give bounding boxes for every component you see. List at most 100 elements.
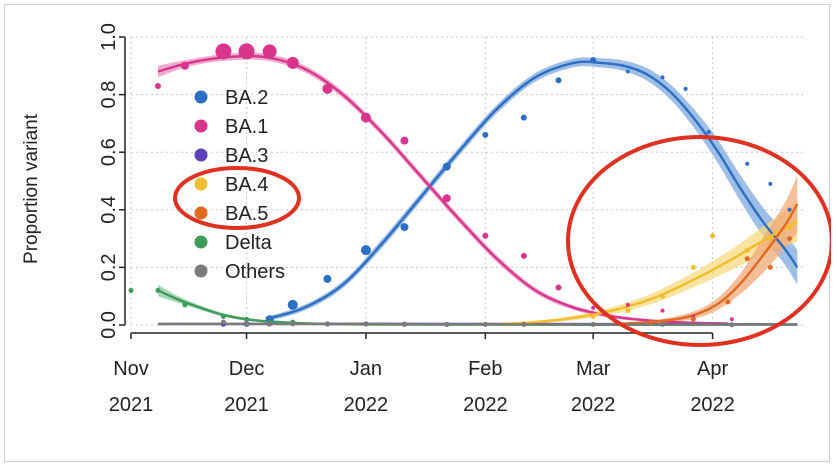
point-ba4: [690, 264, 696, 270]
point-ba1: [729, 317, 734, 322]
point-ba2: [400, 223, 409, 232]
legend-swatch-ba5: [194, 206, 208, 220]
point-ba2: [287, 299, 298, 310]
point-ba2: [706, 130, 711, 135]
curve-ba5: [612, 203, 799, 325]
legend-swatch-ba3: [194, 148, 208, 162]
point-ba4: [590, 313, 596, 319]
legend: BA.2 BA.1 BA.3 BA.4 BA.5 Delta Others: [194, 87, 285, 283]
point-ba5: [648, 319, 654, 325]
point-ba4: [659, 293, 665, 299]
point-others: [659, 321, 665, 327]
annotation-ellipse-growth: [566, 135, 831, 347]
y-tick-label: 0.4: [98, 196, 120, 224]
point-others: [363, 321, 369, 327]
x-tick-year: 2022: [690, 394, 735, 416]
data-points: [128, 43, 793, 328]
point-ba2: [768, 181, 773, 186]
point-ba1: [322, 83, 333, 94]
point-ba5: [725, 299, 731, 305]
legend-label-ba1: BA.1: [225, 116, 268, 138]
point-others: [521, 321, 527, 327]
point-ba2: [745, 161, 750, 166]
point-ba1: [442, 194, 451, 203]
point-ba1: [591, 305, 596, 310]
point-ba2: [360, 245, 371, 256]
x-tick-month: Jan: [350, 358, 382, 380]
point-ba2: [787, 207, 792, 212]
point-ba1: [400, 136, 409, 145]
point-ba1: [360, 112, 371, 123]
point-ba1: [154, 82, 161, 89]
point-others: [324, 321, 330, 327]
y-tick-label: 0.2: [98, 253, 120, 281]
curve-ba4: [496, 220, 798, 326]
point-delta: [244, 316, 250, 322]
point-ba4: [710, 233, 716, 239]
x-tick-year: 2022: [344, 394, 389, 416]
point-ba5: [787, 236, 793, 242]
point-ba1: [482, 232, 489, 239]
point-ba4: [625, 308, 631, 314]
band-ba5: [612, 175, 798, 325]
point-ba4: [744, 247, 750, 253]
x-tick-month: Mar: [576, 358, 611, 380]
point-ba1: [238, 43, 255, 60]
point-ba2: [625, 69, 630, 74]
point-ba2: [442, 162, 451, 171]
point-ba1: [262, 44, 277, 59]
legend-swatch-ba2: [194, 90, 208, 104]
point-ba1: [520, 252, 527, 259]
legend-label-delta: Delta: [225, 232, 273, 254]
point-ba2: [683, 86, 688, 91]
legend-label-ba4: BA.4: [225, 174, 268, 196]
point-ba4: [787, 224, 793, 230]
point-delta: [220, 313, 226, 319]
point-ba1: [180, 61, 189, 70]
y-axis-title: Proportion variant: [21, 113, 42, 264]
annotation-ellipse-legend: [173, 166, 301, 230]
x-tick-month: Dec: [229, 358, 265, 380]
y-tick-label: 0.8: [98, 81, 120, 109]
legend-swatch-ba1: [194, 119, 208, 133]
point-ba1: [215, 43, 232, 60]
y-tick-label: 1.0: [98, 23, 120, 51]
legend-label-ba3: BA.3: [225, 145, 268, 167]
axes: [124, 37, 713, 334]
point-ba1: [286, 56, 299, 69]
curve-ba2: [265, 60, 799, 321]
legend-label-ba2: BA.2: [225, 87, 268, 109]
legend-swatch-others: [194, 264, 208, 278]
point-ba1: [660, 308, 665, 313]
x-tick-month: Nov: [113, 358, 149, 380]
curve-delta: [157, 289, 798, 326]
point-ba4: [767, 236, 773, 242]
point-others: [729, 322, 735, 328]
point-others: [244, 321, 250, 327]
point-ba2: [482, 131, 489, 138]
point-others: [482, 321, 488, 327]
x-tick-year: 2021: [224, 394, 269, 416]
point-ba1: [555, 284, 562, 291]
point-others: [590, 321, 596, 327]
point-ba5: [767, 264, 773, 270]
x-ticks: Nov 2021 Dec 2021 Jan 2022 Feb 2022 Mar 2022 Apr 20…: [109, 333, 735, 416]
y-ticks: 0.0 0.2 0.4 0.6 0.8 1.0: [98, 23, 125, 339]
curve-others: [157, 322, 798, 326]
y-tick-label: 0.6: [98, 138, 120, 166]
point-ba2: [520, 114, 527, 121]
x-tick-year: 2021: [109, 394, 154, 416]
chart-frame: 0.0 0.2 0.4 0.6 0.8 1.0 Nov 2021 Dec 2021 Jan 2022…: [4, 4, 831, 462]
point-ba2: [323, 274, 332, 283]
y-tick-label: 0.0: [98, 311, 120, 339]
annotations: [173, 135, 831, 347]
point-ba1: [625, 302, 630, 307]
point-others: [267, 321, 273, 327]
point-others: [444, 321, 450, 327]
point-ba2: [590, 57, 597, 64]
legend-label-others: Others: [225, 261, 285, 283]
x-tick-year: 2022: [463, 394, 508, 416]
point-delta: [155, 287, 161, 293]
point-ba5: [744, 256, 750, 262]
point-ba2: [660, 75, 665, 80]
